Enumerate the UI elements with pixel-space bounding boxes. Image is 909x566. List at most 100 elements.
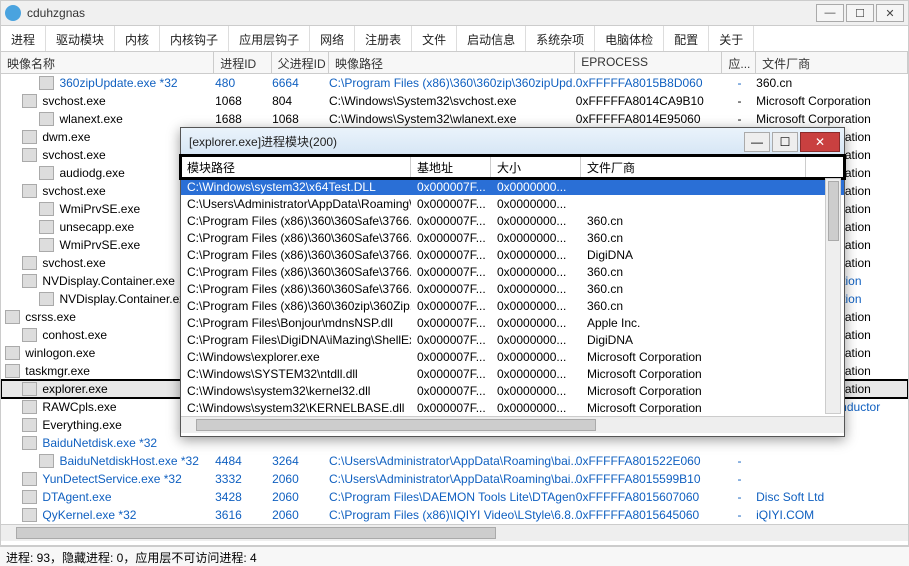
process-row[interactable]: svchost.exe1068804C:\Windows\System32\sv… bbox=[1, 92, 908, 110]
dcol-vendor[interactable]: 文件厂商 bbox=[581, 156, 806, 177]
menu-网络[interactable]: 网络 bbox=[310, 26, 355, 51]
menu-系统杂项[interactable]: 系统杂项 bbox=[526, 26, 595, 51]
module-row[interactable]: C:\Windows\system32\x64Test.DLL0x000007F… bbox=[181, 178, 844, 195]
dialog-column-headers[interactable]: 模块路径 基地址 大小 文件厂商 bbox=[181, 156, 844, 178]
process-pid: 3616 bbox=[215, 508, 272, 522]
module-size: 0x0000000... bbox=[491, 282, 581, 296]
col-pid[interactable]: 进程ID bbox=[214, 52, 271, 73]
module-row[interactable]: C:\Program Files (x86)\360\360zip\360Zip… bbox=[181, 297, 844, 314]
dialog-max-button[interactable]: ☐ bbox=[772, 132, 798, 152]
process-row[interactable]: BaiduNetdiskHost.exe *3244843264C:\Users… bbox=[1, 452, 908, 470]
dialog-titlebar[interactable]: [explorer.exe]进程模块(200) — ☐ ✕ bbox=[181, 128, 844, 156]
module-row[interactable]: C:\Windows\explorer.exe0x000007F...0x000… bbox=[181, 348, 844, 365]
module-row[interactable]: C:\Windows\SYSTEM32\ntdll.dll0x000007F..… bbox=[181, 365, 844, 382]
maximize-button[interactable]: ☐ bbox=[846, 4, 874, 22]
dialog-h-scrollbar[interactable] bbox=[181, 416, 844, 433]
module-row[interactable]: C:\Program Files (x86)\360\360Safe\3766.… bbox=[181, 229, 844, 246]
dialog-h-thumb[interactable] bbox=[196, 419, 596, 431]
process-vendor: iQIYI.COM bbox=[756, 508, 908, 522]
module-list[interactable]: C:\Windows\system32\x64Test.DLL0x000007F… bbox=[181, 178, 844, 416]
module-row[interactable]: C:\Program Files (x86)\360\360Safe\3766.… bbox=[181, 280, 844, 297]
process-name: BaiduNetdiskHost.exe *32 bbox=[57, 454, 215, 468]
module-size: 0x0000000... bbox=[491, 248, 581, 262]
process-row[interactable]: DTAgent.exe34282060C:\Program Files\DAEM… bbox=[1, 488, 908, 506]
menu-电脑体检[interactable]: 电脑体检 bbox=[595, 26, 664, 51]
menu-关于[interactable]: 关于 bbox=[709, 26, 754, 51]
module-row[interactable]: C:\Users\Administrator\AppData\Roaming\.… bbox=[181, 195, 844, 212]
col-op[interactable]: 应... bbox=[722, 52, 756, 73]
module-size: 0x0000000... bbox=[491, 316, 581, 330]
minimize-button[interactable]: — bbox=[816, 4, 844, 22]
process-icon bbox=[22, 400, 37, 414]
process-ppid: 3264 bbox=[272, 454, 329, 468]
module-vendor: DigiDNA bbox=[581, 333, 806, 347]
process-op: - bbox=[723, 454, 756, 468]
close-button[interactable]: ✕ bbox=[876, 4, 904, 22]
module-base: 0x000007F... bbox=[411, 197, 491, 211]
process-name: BaiduNetdisk.exe *32 bbox=[40, 436, 215, 450]
menu-驱动模块[interactable]: 驱动模块 bbox=[46, 26, 115, 51]
module-vendor: Microsoft Corporation bbox=[581, 384, 806, 398]
process-op: - bbox=[723, 508, 756, 522]
process-op: - bbox=[723, 94, 756, 108]
menubar: 进程驱动模块内核内核钩子应用层钩子网络注册表文件启动信息系统杂项电脑体检配置关于 bbox=[0, 26, 909, 52]
module-row[interactable]: C:\Windows\system32\kernel32.dll0x000007… bbox=[181, 382, 844, 399]
dialog-v-scrollbar[interactable] bbox=[825, 178, 841, 414]
dialog-min-button[interactable]: — bbox=[744, 132, 770, 152]
col-path[interactable]: 映像路径 bbox=[329, 52, 575, 73]
process-icon bbox=[22, 256, 37, 270]
process-name: wlanext.exe bbox=[57, 112, 215, 126]
menu-内核钩子[interactable]: 内核钩子 bbox=[160, 26, 229, 51]
dialog-title: [explorer.exe]进程模块(200) bbox=[185, 133, 744, 150]
module-base: 0x000007F... bbox=[411, 367, 491, 381]
process-ppid: 2060 bbox=[272, 508, 329, 522]
process-pid: 1688 bbox=[215, 112, 272, 126]
module-base: 0x000007F... bbox=[411, 214, 491, 228]
module-path: C:\Program Files (x86)\360\360zip\360Zip… bbox=[181, 299, 411, 313]
module-vendor: 360.cn bbox=[581, 231, 806, 245]
process-icon bbox=[39, 112, 54, 126]
col-eproc[interactable]: EPROCESS bbox=[575, 52, 722, 73]
process-vendor: 360.cn bbox=[756, 76, 908, 90]
process-icon bbox=[22, 472, 37, 486]
process-eproc: 0xFFFFFA8015645060 bbox=[576, 508, 723, 522]
h-scrollbar[interactable] bbox=[1, 524, 908, 541]
process-icon bbox=[39, 292, 54, 306]
process-row[interactable]: 360zipUpdate.exe *324806664C:\Program Fi… bbox=[1, 74, 908, 92]
col-ppid[interactable]: 父进程ID bbox=[272, 52, 329, 73]
module-base: 0x000007F... bbox=[411, 248, 491, 262]
process-eproc: 0xFFFFFA8015B8D060 bbox=[576, 76, 723, 90]
process-row[interactable]: wlanext.exe16881068C:\Windows\System32\w… bbox=[1, 110, 908, 128]
col-vendor[interactable]: 文件厂商 bbox=[756, 52, 908, 73]
process-icon bbox=[22, 328, 37, 342]
h-scroll-thumb[interactable] bbox=[16, 527, 496, 539]
process-row[interactable]: YunDetectService.exe *3233322060C:\Users… bbox=[1, 470, 908, 488]
module-row[interactable]: C:\Program Files\DigiDNA\iMazing\ShellEx… bbox=[181, 331, 844, 348]
col-name[interactable]: 映像名称 bbox=[1, 52, 214, 73]
module-row[interactable]: C:\Windows\system32\KERNELBASE.dll0x0000… bbox=[181, 399, 844, 416]
dcol-base[interactable]: 基地址 bbox=[411, 156, 491, 177]
menu-内核[interactable]: 内核 bbox=[115, 26, 160, 51]
module-row[interactable]: C:\Program Files\Bonjour\mdnsNSP.dll0x00… bbox=[181, 314, 844, 331]
dcol-path[interactable]: 模块路径 bbox=[181, 156, 411, 177]
menu-启动信息[interactable]: 启动信息 bbox=[457, 26, 526, 51]
process-name: YunDetectService.exe *32 bbox=[40, 472, 215, 486]
module-row[interactable]: C:\Program Files (x86)\360\360Safe\3766.… bbox=[181, 263, 844, 280]
menu-进程[interactable]: 进程 bbox=[1, 26, 46, 51]
module-row[interactable]: C:\Program Files (x86)\360\360Safe\3766.… bbox=[181, 246, 844, 263]
dcol-size[interactable]: 大小 bbox=[491, 156, 581, 177]
column-headers[interactable]: 映像名称 进程ID 父进程ID 映像路径 EPROCESS 应... 文件厂商 bbox=[1, 52, 908, 74]
process-path: C:\Windows\System32\svchost.exe bbox=[329, 94, 576, 108]
process-ppid: 6664 bbox=[272, 76, 329, 90]
menu-文件[interactable]: 文件 bbox=[412, 26, 457, 51]
menu-配置[interactable]: 配置 bbox=[664, 26, 709, 51]
process-op: - bbox=[723, 76, 756, 90]
menu-应用层钩子[interactable]: 应用层钩子 bbox=[229, 26, 310, 51]
menu-注册表[interactable]: 注册表 bbox=[355, 26, 412, 51]
dialog-close-button[interactable]: ✕ bbox=[800, 132, 840, 152]
module-row[interactable]: C:\Program Files (x86)\360\360Safe\3766.… bbox=[181, 212, 844, 229]
module-path: C:\Windows\system32\KERNELBASE.dll bbox=[181, 401, 411, 415]
dialog-v-thumb[interactable] bbox=[828, 181, 839, 241]
process-icon bbox=[5, 364, 20, 378]
process-row[interactable]: QyKernel.exe *3236162060C:\Program Files… bbox=[1, 506, 908, 524]
